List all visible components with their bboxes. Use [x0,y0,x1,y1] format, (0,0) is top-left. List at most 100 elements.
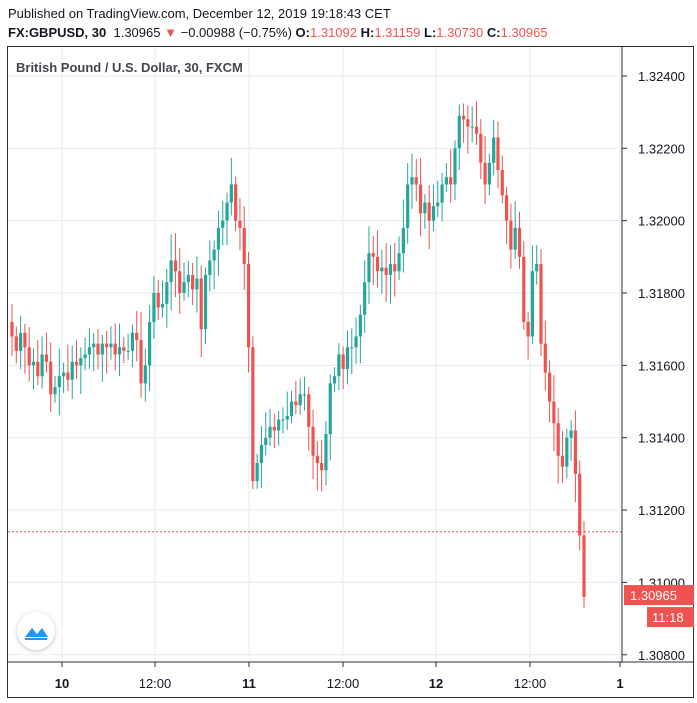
candle [513,201,517,260]
candle-body [449,177,453,185]
candle [307,386,311,451]
candle-body [457,115,461,149]
candle-body [552,401,556,424]
candle [483,136,487,205]
candle-body [423,202,427,214]
candle-body [105,343,109,348]
candle [156,280,160,320]
candle-body [513,227,517,250]
candle-body [44,354,49,362]
candle-body [324,434,328,471]
candle [565,428,569,479]
candle [350,328,354,375]
candle-body [14,336,18,351]
candle [298,378,302,415]
candle-body [135,332,139,341]
candle [302,376,307,411]
candle [53,375,57,403]
candle-body [281,419,285,421]
candle-body [57,376,61,388]
candle [160,280,165,318]
candle [354,317,358,364]
candle-body [255,463,259,482]
candle-body [556,423,560,456]
candle-body [436,202,440,207]
candle [552,375,556,452]
candle [375,230,380,288]
candle-body [406,184,410,228]
candle [178,247,182,315]
candle-body [453,148,457,185]
candle-body [539,264,543,344]
candle [191,263,195,306]
candle-body [272,426,276,431]
candle-body [320,463,324,471]
symbol-name: FX:GBPUSD, 30 [8,25,107,40]
candle [560,431,565,483]
candle [10,304,14,356]
candle-body [113,343,117,355]
candle [453,140,457,201]
candle [543,320,547,391]
candle [264,412,268,456]
chart-frame [7,46,694,698]
candle-body [173,260,178,272]
candle-body [350,347,354,349]
candle [203,267,208,345]
candle [126,333,130,361]
candle [358,304,362,364]
candle [234,176,238,232]
candle [431,184,436,232]
candle-body [246,264,251,348]
candle-body [578,473,582,536]
candle [427,185,431,250]
candle [401,199,405,273]
candle-body [212,249,216,261]
open-label: O: [295,25,310,40]
candle-body [289,401,294,416]
candle [492,119,496,176]
candle [186,260,190,298]
candle-body [315,455,319,464]
candle-body [474,126,479,134]
candle-body [10,321,14,337]
candle-body [526,321,530,337]
candle-body [492,137,496,163]
candle-body [517,227,522,257]
candle-body [479,133,483,163]
candle [23,323,27,374]
tradingview-logo-glyph [25,628,48,640]
down-arrow-icon: ▼ [164,25,177,40]
candle [109,326,113,360]
low-label: L: [424,25,437,40]
candle [367,226,371,305]
candle-body [251,347,255,482]
candle-body [547,372,552,402]
candle [259,426,264,489]
last-price-badge [624,585,694,606]
candle-body [487,162,491,185]
candle [332,367,337,393]
candle-body [259,444,264,464]
plot-area [8,47,622,662]
candle-body [380,267,384,272]
candle [393,243,397,297]
candle [83,337,87,371]
symbol-line: FX:GBPUSD, 30 1.30965 ▼ −0.00988 (−0.75%… [8,25,548,40]
candle [182,262,186,301]
candle-body [126,350,130,352]
candle [221,200,225,246]
candle-body [332,376,337,384]
tradingview-logo-icon[interactable] [17,612,55,650]
candle [474,101,479,145]
candle-body [83,354,87,359]
y-tick-label: 1.31600 [638,358,685,373]
x-tick-label: 10 [55,676,69,691]
candle [148,305,152,391]
candle-body [565,437,569,467]
candle [105,331,109,374]
candle [320,440,324,492]
candle [406,163,410,244]
candle [509,203,513,269]
